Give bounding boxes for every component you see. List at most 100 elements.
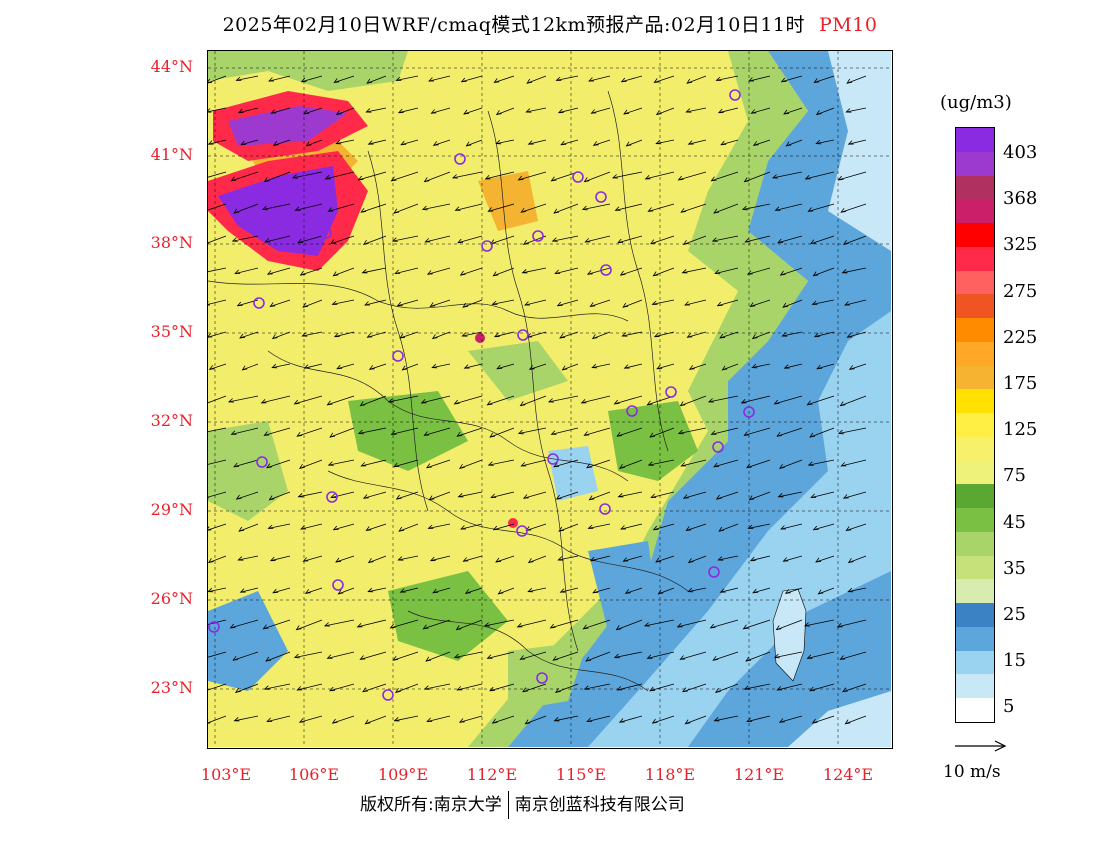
wind-vector-head <box>454 206 461 211</box>
wind-vector <box>455 203 483 211</box>
wind-vector <box>498 587 515 595</box>
wind-vector <box>620 267 643 276</box>
wind-vector-head <box>817 589 824 595</box>
wind-vector-head <box>550 430 557 435</box>
wind-vector <box>844 299 867 306</box>
colorbar-band <box>956 603 994 628</box>
wind-vector <box>849 363 867 370</box>
wind-vector-head <box>463 364 470 369</box>
wind-vector-head <box>260 399 267 404</box>
wind-vector-head <box>687 558 694 564</box>
wind-vector-head <box>395 494 402 500</box>
wind-vector <box>236 491 259 500</box>
wind-vector <box>462 299 483 308</box>
wind-vector <box>495 555 515 563</box>
wind-vector-head <box>746 717 753 723</box>
wind-vector-head <box>364 719 371 725</box>
wind-vector-head <box>804 175 811 180</box>
wind-vector <box>457 235 483 244</box>
wind-vector <box>841 459 867 467</box>
lat-label-44: 44°N <box>150 57 193 76</box>
wind-vector <box>747 715 771 722</box>
wind-vector-head <box>748 495 755 501</box>
wind-vector <box>233 203 259 214</box>
wind-vector-head <box>556 301 563 307</box>
wind-vector-head <box>810 493 817 499</box>
wind-vector-head <box>524 719 531 725</box>
wind-vector-head <box>743 685 750 690</box>
wind-vector-head <box>652 525 659 531</box>
wind-vector <box>297 427 323 437</box>
wind-vector <box>614 651 643 658</box>
wind-vector-head <box>611 174 618 179</box>
wind-vector <box>751 107 771 114</box>
wind-vector <box>233 651 259 661</box>
wind-vector <box>336 107 355 115</box>
wind-vector <box>462 331 483 337</box>
colorbar-band <box>956 650 994 675</box>
wind-vector-head <box>560 140 567 146</box>
wind-vector <box>781 75 803 83</box>
wind-vector-head <box>360 462 367 467</box>
wind-vector-head <box>394 687 401 693</box>
wind-vector <box>334 331 355 338</box>
wind-vector <box>362 267 387 274</box>
wind-vector <box>774 651 803 658</box>
wind-vector-head <box>747 524 754 529</box>
wind-vector <box>429 491 451 501</box>
wind-vector-head <box>486 400 493 406</box>
wind-vector <box>424 427 451 436</box>
wind-vector-head <box>653 332 660 338</box>
colorbar-band <box>956 223 994 248</box>
wind-vector <box>774 395 803 405</box>
wind-vector <box>465 587 483 594</box>
wind-vector-head <box>483 622 490 627</box>
wind-vector-head <box>490 493 497 499</box>
wind-vector-head <box>584 238 591 243</box>
wind-vector <box>778 491 803 498</box>
wind-vector-head <box>206 333 213 338</box>
wind-vector-head <box>426 270 433 275</box>
wind-vector-head <box>424 238 431 243</box>
wind-vector-head <box>294 206 301 211</box>
wind-vector <box>526 107 547 113</box>
wind-vector <box>708 395 739 403</box>
wind-vector-head <box>232 655 239 661</box>
wind-vector <box>427 267 451 275</box>
wind-vector <box>264 683 291 690</box>
wind-vector-head <box>806 654 813 659</box>
wind-vector <box>240 139 259 146</box>
wind-vector <box>619 715 643 723</box>
wind-vector-head <box>782 302 789 308</box>
wind-vector-head <box>329 432 336 438</box>
wind-vector-head <box>547 398 554 403</box>
wind-vector-head <box>331 718 338 724</box>
wind-vector-head <box>592 588 599 594</box>
wind-vector <box>528 555 547 563</box>
wind-vector-head <box>780 525 787 530</box>
wind-vector-head <box>677 429 684 435</box>
wind-vector <box>264 427 291 436</box>
wind-vector <box>458 491 483 498</box>
wind-vector <box>433 139 451 146</box>
wind-vector-head <box>394 269 401 275</box>
wind-vector-head <box>771 174 778 179</box>
wind-vector-head <box>557 108 564 114</box>
wind-vector-head <box>583 177 590 183</box>
wind-vector <box>555 683 579 693</box>
colorbar-band <box>956 175 994 200</box>
wind-vector-head <box>740 399 747 404</box>
wind-vector <box>228 395 259 403</box>
wind-vector-head <box>748 77 755 82</box>
wind-vector-head <box>650 493 657 499</box>
wind-vector-head <box>336 364 343 370</box>
wind-vector <box>686 107 707 113</box>
wind-vector <box>520 395 547 407</box>
wind-vector <box>398 555 419 561</box>
wind-vector <box>463 107 483 115</box>
wind-vector <box>518 171 547 181</box>
wind-vector <box>718 555 739 561</box>
wind-vector <box>333 523 355 531</box>
wind-vector <box>431 107 451 114</box>
wind-vector-head <box>710 176 717 182</box>
